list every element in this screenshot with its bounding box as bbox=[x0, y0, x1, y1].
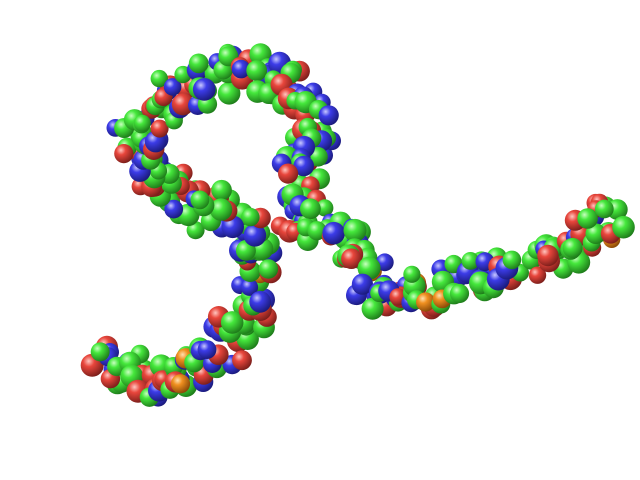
atom-oxygen bbox=[528, 266, 547, 284]
atom-nitrogen bbox=[197, 340, 217, 359]
atom-carbon bbox=[461, 252, 480, 270]
atom-phosphorus bbox=[170, 374, 191, 394]
atom-nitrogen bbox=[164, 199, 184, 219]
atom-carbon bbox=[211, 179, 232, 201]
atom-carbon bbox=[133, 114, 151, 132]
atom-carbon bbox=[361, 297, 384, 320]
atom-carbon bbox=[585, 223, 607, 244]
atom-carbon bbox=[241, 207, 260, 227]
atom-nitrogen bbox=[249, 290, 272, 313]
atom-carbon bbox=[300, 198, 321, 220]
atom-carbon bbox=[403, 265, 421, 283]
atom-carbon bbox=[188, 53, 209, 74]
atom-oxygen bbox=[537, 244, 559, 267]
atom-carbon bbox=[150, 69, 168, 88]
atom-nitrogen bbox=[231, 59, 251, 79]
atom-oxygen bbox=[278, 163, 299, 184]
atom-phosphorus bbox=[416, 292, 436, 312]
atom-nitrogen bbox=[240, 278, 259, 296]
atom-nitrogen bbox=[293, 155, 315, 177]
atom-carbon bbox=[594, 199, 614, 219]
atom-carbon bbox=[449, 283, 470, 304]
atom-oxygen bbox=[341, 248, 362, 269]
atom-carbon bbox=[562, 237, 583, 258]
atoms bbox=[80, 43, 635, 407]
atom-oxygen bbox=[114, 144, 134, 164]
atom-carbon bbox=[577, 208, 598, 229]
atom-carbon bbox=[258, 259, 279, 279]
atom-nitrogen bbox=[192, 78, 216, 101]
atom-nitrogen bbox=[322, 221, 346, 245]
atom-carbon bbox=[209, 198, 233, 221]
atom-oxygen bbox=[171, 93, 194, 116]
atom-carbon bbox=[316, 199, 334, 217]
atom-carbon bbox=[612, 215, 635, 239]
atom-carbon bbox=[343, 218, 367, 242]
atom-carbon bbox=[220, 311, 244, 334]
atom-carbon bbox=[217, 82, 241, 105]
atom-nitrogen bbox=[163, 78, 182, 96]
atom-nitrogen bbox=[351, 273, 373, 295]
atom-carbon bbox=[90, 342, 110, 362]
atom-carbon bbox=[190, 190, 210, 210]
atom-nitrogen bbox=[243, 224, 267, 247]
atom-oxygen bbox=[150, 119, 169, 138]
atom-oxygen bbox=[232, 350, 252, 371]
atom-carbon bbox=[502, 250, 522, 270]
atom-carbon bbox=[246, 60, 268, 81]
atom-nitrogen bbox=[318, 105, 339, 126]
